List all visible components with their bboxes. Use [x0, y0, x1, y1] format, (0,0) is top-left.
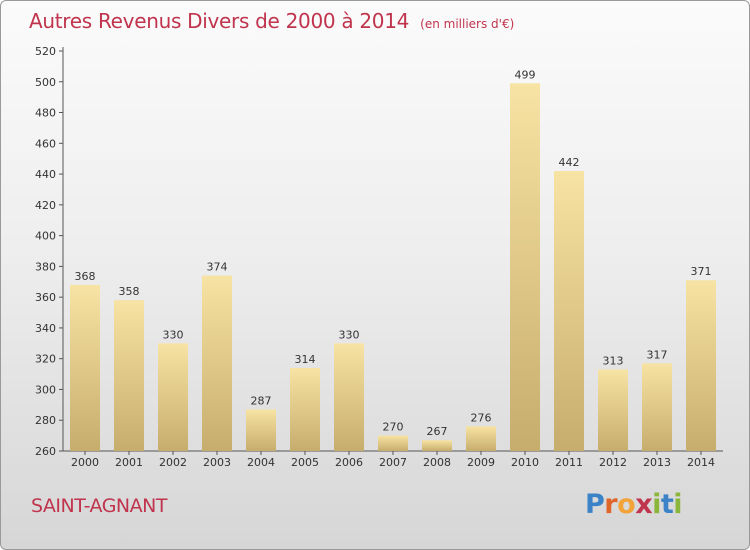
data-label: 276: [471, 411, 492, 424]
bar: [466, 426, 496, 451]
y-tick-label: 280: [35, 414, 56, 427]
bar: [202, 275, 232, 451]
bar: [70, 284, 100, 451]
y-tick-label: 460: [35, 137, 56, 150]
proxiti-logo: Proxiti: [585, 489, 683, 520]
logo-letter: P: [585, 489, 605, 520]
y-tick-label: 340: [35, 322, 56, 335]
bar: [378, 435, 408, 451]
y-tick-label: 500: [35, 76, 56, 89]
bar: [114, 300, 144, 451]
data-label: 371: [691, 265, 712, 278]
logo-letter: r: [604, 489, 618, 520]
y-tick-label: 420: [35, 199, 56, 212]
y-tick-label: 480: [35, 107, 56, 120]
bar: [642, 363, 672, 451]
data-label: 374: [207, 261, 228, 274]
bar: [422, 440, 452, 451]
x-tick-label: 2011: [555, 456, 583, 469]
x-tick-label: 2009: [467, 456, 495, 469]
y-tick-label: 520: [35, 45, 56, 58]
x-tick-label: 2012: [599, 456, 627, 469]
y-tick-label: 320: [35, 353, 56, 366]
x-tick-label: 2001: [115, 456, 143, 469]
logo-letter: o: [617, 489, 636, 520]
x-tick-label: 2000: [71, 456, 99, 469]
bar: [510, 83, 540, 452]
logo-letter: x: [635, 489, 653, 520]
x-tick-label: 2007: [379, 456, 407, 469]
x-tick-label: 2003: [203, 456, 231, 469]
x-tick-label: 2002: [159, 456, 187, 469]
place-name: SAINT-AGNANT: [31, 495, 167, 517]
chart-title: Autres Revenus Divers de 2000 à 2014: [29, 9, 410, 33]
y-tick-label: 380: [35, 260, 56, 273]
y-tick-label: 440: [35, 168, 56, 181]
bar: [246, 409, 276, 451]
data-label: 313: [603, 354, 624, 367]
data-label: 270: [383, 421, 404, 434]
y-tick-label: 400: [35, 230, 56, 243]
bar: [290, 367, 320, 451]
x-tick-label: 2005: [291, 456, 319, 469]
axes: 260 280 300 320 340 360 380 400 420 440 460 480 500 5…: [35, 45, 723, 469]
logo-letter: i: [673, 489, 683, 520]
y-tick-label: 360: [35, 291, 56, 304]
data-label: 442: [559, 156, 580, 169]
x-tick-label: 2006: [335, 456, 363, 469]
data-label: 499: [515, 68, 536, 81]
data-label: 287: [251, 394, 272, 407]
x-tick-label: 2014: [687, 456, 715, 469]
y-tick-label: 260: [35, 445, 56, 458]
x-tick-label: 2010: [511, 456, 539, 469]
data-labels: 368 358 330 374 287 314 330 270 267 276 499 442 313 3…: [75, 68, 712, 438]
data-label: 317: [647, 348, 668, 361]
bar: [598, 369, 628, 451]
logo-letter: i: [652, 489, 661, 520]
logo-letter: t: [660, 489, 674, 520]
x-tick-label: 2004: [247, 456, 275, 469]
data-label: 267: [427, 425, 448, 438]
x-tick-label: 2008: [423, 456, 451, 469]
data-label: 358: [119, 285, 140, 298]
bar: [554, 171, 584, 451]
chart-unit: (en milliers d'€): [420, 17, 515, 31]
data-label: 368: [75, 270, 96, 283]
data-label: 330: [339, 328, 360, 341]
x-tick-label: 2013: [643, 456, 671, 469]
chart-title-block: Autres Revenus Divers de 2000 à 2014 (en…: [29, 9, 514, 33]
y-tick-label: 300: [35, 383, 56, 396]
bars: [70, 83, 716, 452]
bar: [158, 343, 188, 451]
data-label: 330: [163, 328, 184, 341]
data-label: 314: [295, 353, 316, 366]
bar: [334, 343, 364, 451]
bar: [686, 280, 716, 451]
